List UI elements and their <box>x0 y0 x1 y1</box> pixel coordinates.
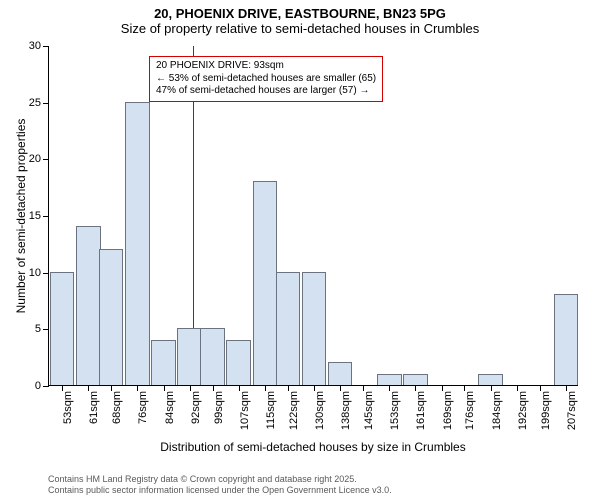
x-tick-label: 199sqm <box>540 391 552 430</box>
x-tick-label: 68sqm <box>111 391 123 424</box>
histogram-bar <box>377 374 402 385</box>
x-tick-label: 207sqm <box>566 391 578 430</box>
annotation-line-2: ← 53% of semi-detached houses are smalle… <box>156 73 376 86</box>
y-tick-label: 25 <box>29 97 49 109</box>
x-tick-label: 84sqm <box>164 391 176 424</box>
x-tick-label: 76sqm <box>137 391 149 424</box>
chart-title-line2: Size of property relative to semi-detach… <box>0 21 600 40</box>
histogram-bar <box>328 362 353 385</box>
x-tick-label: 138sqm <box>340 391 352 430</box>
x-tick-label: 92sqm <box>190 391 202 424</box>
y-tick-label: 10 <box>29 267 49 279</box>
histogram-bar <box>554 294 579 385</box>
histogram-bar <box>50 272 75 385</box>
annotation-line-3: 47% of semi-detached houses are larger (… <box>156 85 376 98</box>
footer-line-1: Contains HM Land Registry data © Crown c… <box>48 474 392 485</box>
x-axis-label: Distribution of semi-detached houses by … <box>160 440 465 454</box>
annotation-line-1: 20 PHOENIX DRIVE: 93sqm <box>156 60 376 73</box>
histogram-bar <box>226 340 251 385</box>
y-tick-label: 5 <box>35 323 49 335</box>
x-tick-label: 145sqm <box>363 391 375 430</box>
y-tick-label: 15 <box>29 210 49 222</box>
y-axis-label: Number of semi-detached properties <box>14 119 28 314</box>
x-tick-label: 53sqm <box>62 391 74 424</box>
x-tick-label: 192sqm <box>517 391 529 430</box>
x-tick-label: 161sqm <box>415 391 427 430</box>
plot-area: 20 PHOENIX DRIVE: 93sqm ← 53% of semi-de… <box>48 46 578 386</box>
histogram-bar <box>125 102 150 385</box>
x-tick-label: 61sqm <box>88 391 100 424</box>
histogram-bar <box>200 328 225 385</box>
histogram-bar <box>253 181 278 385</box>
y-tick-label: 30 <box>29 40 49 52</box>
x-tick-label: 176sqm <box>464 391 476 430</box>
y-tick-label: 0 <box>35 380 49 392</box>
annotation-box: 20 PHOENIX DRIVE: 93sqm ← 53% of semi-de… <box>149 56 383 102</box>
histogram-bar <box>276 272 301 385</box>
x-tick-label: 107sqm <box>239 391 251 430</box>
footer-line-2: Contains public sector information licen… <box>48 485 392 496</box>
x-tick-label: 130sqm <box>314 391 326 430</box>
histogram-bar <box>177 328 202 385</box>
histogram-bar <box>151 340 176 385</box>
histogram-bar <box>302 272 327 385</box>
x-tick-label: 99sqm <box>213 391 225 424</box>
y-tick-label: 20 <box>29 153 49 165</box>
x-tick-label: 122sqm <box>288 391 300 430</box>
x-tick-label: 169sqm <box>442 391 454 430</box>
chart-title-line1: 20, PHOENIX DRIVE, EASTBOURNE, BN23 5PG <box>0 0 600 21</box>
footer-attribution: Contains HM Land Registry data © Crown c… <box>48 474 392 496</box>
histogram-bar <box>478 374 503 385</box>
histogram-bar <box>99 249 124 385</box>
histogram-bar <box>403 374 428 385</box>
histogram-bar <box>76 226 101 385</box>
chart-container: 20, PHOENIX DRIVE, EASTBOURNE, BN23 5PG … <box>0 0 600 500</box>
x-tick-label: 153sqm <box>389 391 401 430</box>
x-tick-label: 115sqm <box>265 391 277 429</box>
x-tick-label: 184sqm <box>491 391 503 430</box>
